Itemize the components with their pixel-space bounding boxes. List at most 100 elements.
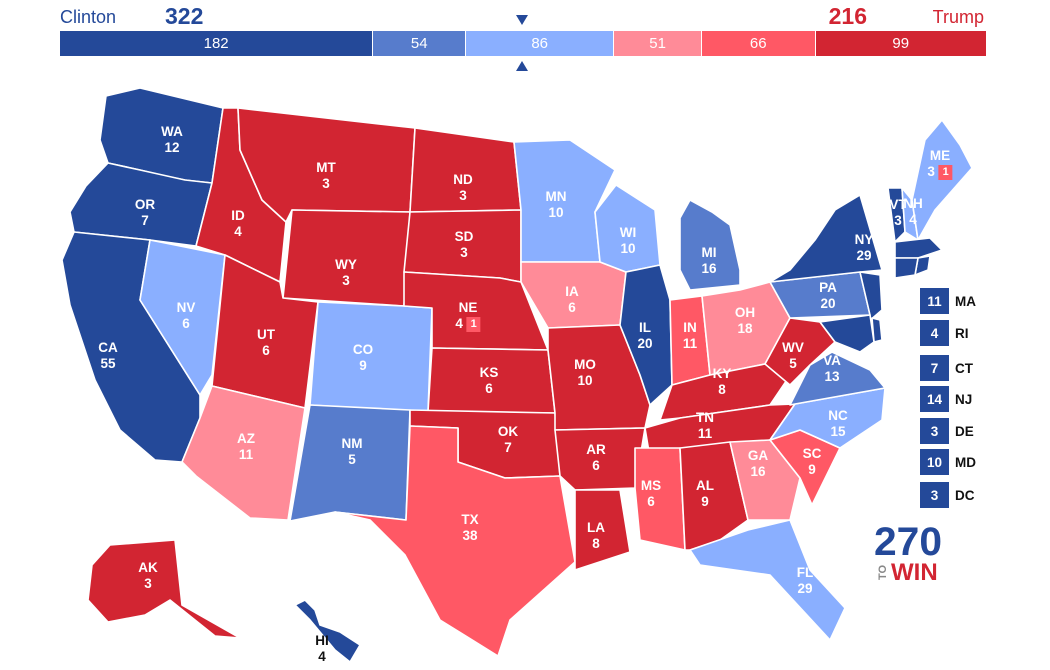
state-label-va: VA 13 bbox=[823, 353, 841, 385]
small-state-ev-box[interactable]: 10 bbox=[920, 449, 949, 475]
state-ev: 20 bbox=[819, 296, 837, 312]
small-state-md[interactable]: 10 MD bbox=[920, 449, 976, 475]
state-ev: 6 bbox=[177, 316, 196, 332]
state-co[interactable] bbox=[309, 301, 433, 413]
state-abbr: MO bbox=[574, 357, 596, 372]
state-ev: 9 bbox=[803, 462, 822, 478]
state-md[interactable] bbox=[819, 314, 875, 353]
district-split-badge[interactable]: 1 bbox=[466, 316, 481, 332]
dem-ev-total: 322 bbox=[165, 3, 204, 29]
state-abbr: NH bbox=[903, 196, 923, 211]
state-ev: 9 bbox=[696, 494, 714, 510]
state-abbr: MT bbox=[316, 160, 336, 175]
state-abbr: ME bbox=[929, 148, 951, 163]
state-hi[interactable] bbox=[294, 599, 361, 663]
state-ev-value: 15 bbox=[830, 424, 846, 439]
state-mi[interactable] bbox=[679, 199, 741, 291]
small-state-ev-box[interactable]: 14 bbox=[920, 386, 949, 412]
small-state-abbr: MD bbox=[955, 454, 976, 470]
state-abbr: ID bbox=[231, 208, 245, 223]
state-label-in: IN 11 bbox=[683, 320, 697, 352]
state-tx[interactable] bbox=[334, 425, 576, 657]
small-state-ev-box[interactable]: 3 bbox=[920, 482, 949, 508]
state-az[interactable] bbox=[181, 385, 306, 521]
state-ev: 6 bbox=[586, 458, 606, 474]
bar-segment-likely-d: 54 bbox=[373, 31, 467, 56]
majority-marker-top-icon bbox=[516, 15, 528, 25]
state-nv[interactable] bbox=[139, 239, 226, 396]
state-ev: 6 bbox=[641, 494, 661, 510]
small-state-abbr: RI bbox=[955, 325, 969, 341]
state-ev: 3 bbox=[335, 273, 357, 289]
state-fl[interactable] bbox=[689, 519, 846, 641]
small-state-ev-box[interactable]: 3 bbox=[920, 418, 949, 444]
state-ev: 38 bbox=[461, 528, 478, 544]
state-ak[interactable] bbox=[87, 539, 241, 639]
state-ev: 10 bbox=[620, 241, 637, 257]
state-ev-value: 3 bbox=[144, 576, 152, 591]
state-ev-value: 8 bbox=[718, 382, 726, 397]
small-state-de[interactable]: 3 DE bbox=[920, 418, 974, 444]
state-label-me: ME 3 1 bbox=[927, 148, 953, 180]
state-ev: 3 1 bbox=[927, 164, 953, 180]
state-ga[interactable] bbox=[729, 439, 801, 521]
state-label-ms: MS 6 bbox=[641, 478, 661, 510]
state-abbr: CA bbox=[98, 340, 118, 355]
state-ev-value: 18 bbox=[737, 321, 753, 336]
small-state-nj[interactable]: 14 NJ bbox=[920, 386, 972, 412]
state-ev-value: 20 bbox=[637, 336, 653, 351]
small-state-ct[interactable]: 7 CT bbox=[920, 355, 973, 381]
state-ev: 4 bbox=[315, 649, 329, 665]
state-abbr: IA bbox=[565, 284, 579, 299]
district-split-badge[interactable]: 1 bbox=[938, 164, 953, 180]
state-label-pa: PA 20 bbox=[819, 280, 837, 312]
state-ma[interactable] bbox=[894, 237, 943, 259]
state-ev: 15 bbox=[828, 424, 848, 440]
state-ev: 55 bbox=[98, 356, 118, 372]
state-il[interactable] bbox=[619, 264, 673, 406]
state-ev: 16 bbox=[748, 464, 768, 480]
state-me[interactable] bbox=[911, 119, 973, 241]
small-state-ev-box[interactable]: 4 bbox=[920, 320, 949, 346]
state-label-mn: MN 10 bbox=[546, 189, 567, 221]
state-label-id: ID 4 bbox=[231, 208, 245, 240]
state-abbr: HI bbox=[315, 633, 329, 648]
state-label-ky: KY 8 bbox=[713, 366, 732, 398]
state-abbr: MI bbox=[701, 245, 717, 260]
state-ev: 3 bbox=[138, 576, 158, 592]
state-ev-value: 3 bbox=[927, 164, 935, 179]
bar-segment-leans-d: 86 bbox=[466, 31, 615, 56]
state-la[interactable] bbox=[574, 489, 631, 571]
state-ev-value: 55 bbox=[100, 356, 116, 371]
small-state-abbr: MA bbox=[955, 293, 976, 309]
small-state-ev-box[interactable]: 11 bbox=[920, 288, 949, 314]
small-state-ri[interactable]: 4 RI bbox=[920, 320, 969, 346]
svg-text:TO: TO bbox=[877, 564, 889, 580]
state-label-ga: GA 16 bbox=[748, 448, 768, 480]
state-ev: 4 bbox=[231, 224, 245, 240]
state-ar[interactable] bbox=[554, 427, 646, 491]
state-ms[interactable] bbox=[634, 447, 686, 551]
state-ny[interactable] bbox=[769, 194, 883, 283]
state-ct[interactable] bbox=[894, 257, 919, 279]
state-ev-value: 29 bbox=[856, 248, 872, 263]
state-abbr: NM bbox=[341, 436, 363, 451]
small-state-dc[interactable]: 3 DC bbox=[920, 482, 975, 508]
bar-segment-likely-r: 66 bbox=[701, 31, 816, 56]
state-abbr: WV bbox=[782, 340, 804, 355]
small-state-ma[interactable]: 11 MA bbox=[920, 288, 976, 314]
state-ev: 12 bbox=[161, 140, 183, 156]
state-label-wy: WY 3 bbox=[335, 257, 357, 289]
state-or[interactable] bbox=[69, 162, 213, 247]
state-ev: 4 1 bbox=[455, 316, 481, 332]
state-ev: 11 bbox=[237, 447, 255, 463]
state-label-ia: IA 6 bbox=[565, 284, 579, 316]
state-ev: 8 bbox=[587, 536, 605, 552]
state-label-ne: NE 4 1 bbox=[455, 300, 481, 332]
state-label-tx: TX 38 bbox=[461, 512, 478, 544]
state-ev: 9 bbox=[353, 358, 373, 374]
svg-text:WIN: WIN bbox=[891, 559, 938, 584]
state-ev: 7 bbox=[498, 440, 518, 456]
state-nj[interactable] bbox=[859, 271, 883, 323]
small-state-ev-box[interactable]: 7 bbox=[920, 355, 949, 381]
